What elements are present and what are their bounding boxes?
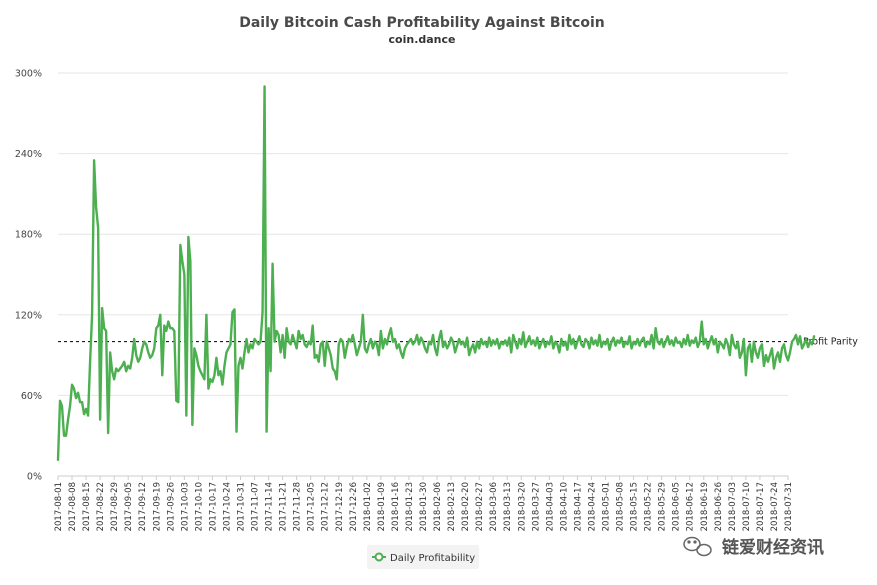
y-tick-label: 180% bbox=[15, 230, 42, 241]
x-tick-label: 2018-03-27 bbox=[531, 482, 541, 531]
x-tick-label: 2018-05-08 bbox=[616, 482, 626, 531]
x-tick-label: 2018-03-06 bbox=[489, 482, 499, 531]
x-tick-label: 2017-09-19 bbox=[152, 482, 162, 531]
chart-subtitle: coin.dance bbox=[389, 33, 456, 46]
x-tick-label: 2017-12-19 bbox=[335, 482, 345, 531]
x-tick-label: 2018-01-23 bbox=[405, 482, 415, 531]
legend-marker-icon bbox=[374, 552, 384, 562]
legend[interactable]: Daily Profitability bbox=[367, 545, 479, 569]
x-tick-label: 2018-04-17 bbox=[573, 482, 583, 531]
x-tick-label: 2018-01-09 bbox=[377, 482, 387, 531]
x-tick-label: 2017-08-01 bbox=[54, 482, 64, 531]
x-axis-ticks: 2017-08-01 2017-08-08 2017-08-15 2017-08-22… bbox=[54, 476, 794, 531]
y-tick-label: 0% bbox=[27, 472, 42, 483]
x-tick-label: 2018-01-30 bbox=[419, 482, 429, 531]
x-tick-label: 2018-05-29 bbox=[658, 482, 668, 531]
x-tick-label: 2018-04-24 bbox=[587, 482, 597, 531]
x-tick-label: 2018-01-16 bbox=[391, 482, 401, 531]
x-tick-label: 2017-10-24 bbox=[222, 482, 232, 531]
x-tick-label: 2017-08-29 bbox=[110, 482, 120, 531]
x-tick-label: 2018-04-10 bbox=[559, 482, 569, 531]
x-tick-label: 2017-11-21 bbox=[279, 482, 289, 531]
legend-label: Daily Profitability bbox=[390, 553, 475, 564]
x-tick-label: 2018-05-01 bbox=[602, 482, 612, 531]
x-tick-label: 2018-02-06 bbox=[433, 482, 443, 531]
x-tick-label: 2018-04-03 bbox=[545, 482, 555, 531]
chart-title: Daily Bitcoin Cash Profitability Against… bbox=[239, 15, 605, 31]
x-tick-label: 2018-06-19 bbox=[700, 482, 710, 531]
x-tick-label: 2017-10-03 bbox=[180, 482, 190, 531]
x-tick-label: 2018-03-20 bbox=[517, 482, 527, 531]
x-tick-label: 2017-10-31 bbox=[237, 482, 247, 531]
x-tick-label: 2018-02-20 bbox=[461, 482, 471, 531]
grid-lines bbox=[58, 72, 788, 396]
x-tick-label: 2018-06-05 bbox=[672, 482, 682, 531]
x-tick-label: 2018-06-12 bbox=[686, 482, 696, 531]
x-tick-label: 2017-11-28 bbox=[293, 482, 303, 531]
x-tick-label: 2017-12-26 bbox=[349, 482, 359, 531]
x-tick-label: 2017-11-14 bbox=[265, 482, 275, 531]
x-tick-label: 2018-07-17 bbox=[756, 482, 766, 531]
x-tick-label: 2017-11-07 bbox=[251, 482, 261, 531]
x-tick-label: 2018-02-27 bbox=[475, 482, 485, 531]
x-tick-label: 2018-02-13 bbox=[447, 482, 457, 531]
y-tick-label: 120% bbox=[15, 310, 42, 321]
watermark-text: 链爱财经资讯 bbox=[722, 537, 824, 558]
x-tick-label: 2017-12-05 bbox=[307, 482, 317, 531]
x-tick-label: 2017-12-12 bbox=[321, 482, 331, 531]
x-tick-label: 2018-01-02 bbox=[363, 482, 373, 531]
x-tick-label: 2017-09-12 bbox=[138, 482, 148, 531]
x-tick-label: 2017-08-22 bbox=[96, 482, 106, 531]
x-tick-label: 2018-06-26 bbox=[714, 482, 724, 531]
x-tick-label: 2017-09-05 bbox=[124, 482, 134, 531]
x-tick-label: 2018-07-03 bbox=[728, 482, 738, 531]
x-tick-label: 2018-07-31 bbox=[784, 482, 794, 531]
y-tick-label: 60% bbox=[21, 391, 42, 402]
x-tick-label: 2018-05-15 bbox=[630, 482, 640, 531]
y-tick-label: 300% bbox=[15, 69, 42, 80]
y-tick-label: 240% bbox=[15, 149, 42, 160]
x-tick-label: 2017-08-15 bbox=[82, 482, 92, 531]
profit-parity-label: Profit Parity bbox=[803, 337, 858, 348]
x-tick-label: 2018-07-24 bbox=[770, 482, 780, 531]
x-tick-label: 2018-07-10 bbox=[742, 482, 752, 531]
x-tick-label: 2017-10-10 bbox=[194, 482, 204, 531]
x-tick-label: 2017-09-26 bbox=[166, 482, 176, 531]
x-tick-label: 2017-10-17 bbox=[208, 482, 218, 531]
legend-box bbox=[367, 545, 479, 569]
x-tick-label: 2018-05-22 bbox=[644, 482, 654, 531]
y-axis-ticks: 0% 60% 120% 180% 240% 300% bbox=[15, 69, 42, 483]
wechat-logo-icon bbox=[683, 536, 712, 557]
series-daily-profitability-line bbox=[56, 85, 816, 462]
x-tick-label: 2017-08-08 bbox=[68, 482, 78, 531]
watermark: 链爱财经资讯 bbox=[683, 536, 824, 558]
x-tick-label: 2018-03-13 bbox=[503, 482, 513, 531]
